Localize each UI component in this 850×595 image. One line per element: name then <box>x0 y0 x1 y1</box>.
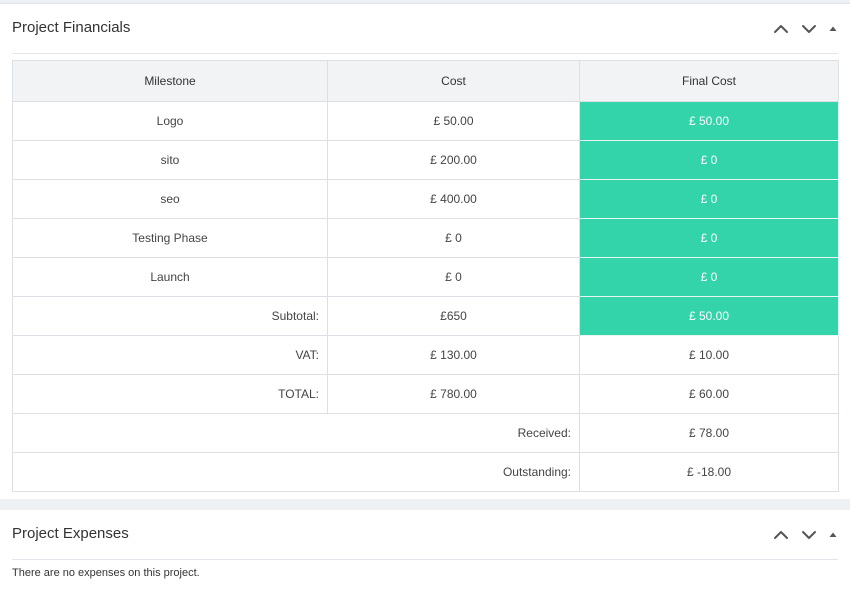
panel-controls <box>772 526 838 544</box>
subtotal-label: Subtotal: <box>12 296 328 336</box>
caret-up-icon[interactable] <box>828 526 838 544</box>
panel-header: Project Financials <box>12 4 838 54</box>
column-header-final-cost: Final Cost <box>579 60 839 102</box>
outstanding-amount: £ -18.00 <box>579 452 839 492</box>
table-row: Launch £ 0 £ 0 <box>12 257 839 297</box>
caret-up-icon[interactable] <box>828 20 838 38</box>
chevron-down-icon[interactable] <box>800 526 818 544</box>
table-row: seo £ 400.00 £ 0 <box>12 179 839 219</box>
outstanding-label: Outstanding: <box>12 452 580 492</box>
received-label: Received: <box>12 413 580 453</box>
milestone-cell: sito <box>12 140 328 180</box>
chevron-down-icon[interactable] <box>800 20 818 38</box>
cost-cell: £ 50.00 <box>327 101 580 141</box>
total-row: TOTAL: £ 780.00 £ 60.00 <box>12 374 839 414</box>
project-financials-panel: Project Financials Milestone Cost Final … <box>0 3 850 499</box>
table-row: Logo £ 50.00 £ 50.00 <box>12 101 839 141</box>
subtotal-row: Subtotal: £650 £ 50.00 <box>12 296 839 336</box>
final-cost-cell: £ 0 <box>579 140 839 180</box>
chevron-up-icon[interactable] <box>772 526 790 544</box>
panel-title: Project Financials <box>12 19 131 36</box>
total-final-cost: £ 60.00 <box>579 374 839 414</box>
panel-title: Project Expenses <box>12 525 129 542</box>
final-cost-cell: £ 0 <box>579 218 839 258</box>
vat-row: VAT: £ 130.00 £ 10.00 <box>12 335 839 375</box>
subtotal-cost: £650 <box>327 296 580 336</box>
column-header-cost: Cost <box>327 60 580 102</box>
cost-cell: £ 0 <box>327 218 580 258</box>
final-cost-cell: £ 0 <box>579 179 839 219</box>
milestone-cell: seo <box>12 179 328 219</box>
cost-cell: £ 400.00 <box>327 179 580 219</box>
cost-cell: £ 200.00 <box>327 140 580 180</box>
cost-cell: £ 0 <box>327 257 580 297</box>
chevron-up-icon[interactable] <box>772 20 790 38</box>
empty-expenses-message: There are no expenses on this project. <box>12 567 200 579</box>
panel-controls <box>772 20 838 38</box>
table-header-row: Milestone Cost Final Cost <box>12 60 839 102</box>
project-expenses-panel: Project Expenses There are no expenses o… <box>0 510 850 595</box>
total-label: TOTAL: <box>12 374 328 414</box>
financials-table: Milestone Cost Final Cost Logo £ 50.00 £… <box>12 60 839 492</box>
milestone-cell: Logo <box>12 101 328 141</box>
column-header-milestone: Milestone <box>12 60 328 102</box>
final-cost-cell: £ 0 <box>579 257 839 297</box>
milestone-cell: Launch <box>12 257 328 297</box>
total-cost: £ 780.00 <box>327 374 580 414</box>
table-row: sito £ 200.00 £ 0 <box>12 140 839 180</box>
vat-cost: £ 130.00 <box>327 335 580 375</box>
received-row: Received: £ 78.00 <box>12 413 839 453</box>
milestone-cell: Testing Phase <box>12 218 328 258</box>
final-cost-cell: £ 50.00 <box>579 101 839 141</box>
outstanding-row: Outstanding: £ -18.00 <box>12 452 839 492</box>
table-row: Testing Phase £ 0 £ 0 <box>12 218 839 258</box>
received-amount: £ 78.00 <box>579 413 839 453</box>
vat-label: VAT: <box>12 335 328 375</box>
panel-header: Project Expenses <box>12 510 838 560</box>
vat-final-cost: £ 10.00 <box>579 335 839 375</box>
subtotal-final-cost: £ 50.00 <box>579 296 839 336</box>
